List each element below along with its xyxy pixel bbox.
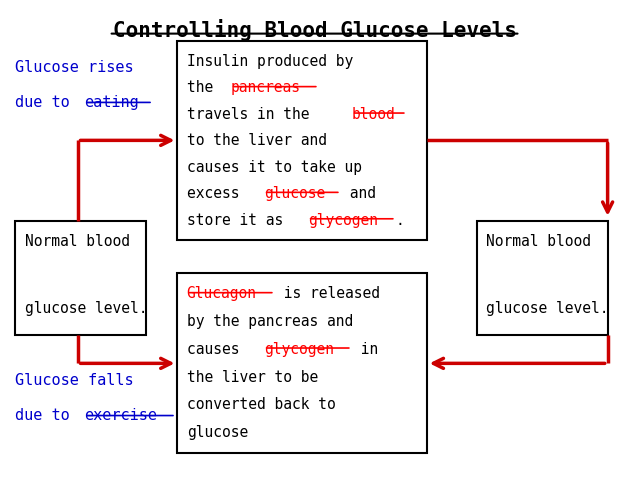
- Text: .: .: [396, 213, 404, 228]
- Text: exercise: exercise: [84, 408, 157, 423]
- Text: causes: causes: [187, 342, 248, 357]
- Text: glucose level.: glucose level.: [486, 301, 609, 316]
- Text: pancreas: pancreas: [231, 81, 301, 96]
- Text: Insulin produced by: Insulin produced by: [187, 54, 353, 69]
- Text: Glucagon: Glucagon: [187, 287, 257, 301]
- Text: excess: excess: [187, 186, 248, 201]
- Text: Normal blood: Normal blood: [24, 234, 130, 249]
- Text: blood: blood: [352, 107, 396, 122]
- Text: travels in the: travels in the: [187, 107, 318, 122]
- Text: glucose: glucose: [187, 425, 248, 440]
- Text: by the pancreas and: by the pancreas and: [187, 314, 353, 329]
- Text: Glucose rises: Glucose rises: [15, 60, 134, 75]
- Text: the: the: [187, 81, 221, 96]
- Text: and: and: [340, 186, 376, 201]
- FancyBboxPatch shape: [477, 221, 607, 335]
- Text: Normal blood: Normal blood: [486, 234, 591, 249]
- FancyBboxPatch shape: [177, 273, 427, 454]
- Text: Glucose falls: Glucose falls: [15, 373, 134, 388]
- Text: store it as: store it as: [187, 213, 283, 228]
- Text: glucose level.: glucose level.: [24, 301, 147, 316]
- Text: due to: due to: [15, 96, 70, 110]
- Text: is released: is released: [275, 287, 380, 301]
- Text: glycogen: glycogen: [264, 342, 333, 357]
- FancyBboxPatch shape: [15, 221, 146, 335]
- Text: converted back to: converted back to: [187, 397, 335, 412]
- Text: the liver to be: the liver to be: [187, 370, 318, 384]
- FancyBboxPatch shape: [177, 41, 427, 240]
- Text: Controlling Blood Glucose Levels: Controlling Blood Glucose Levels: [113, 19, 516, 41]
- Text: to the liver and: to the liver and: [187, 133, 327, 148]
- Text: causes it to take up: causes it to take up: [187, 160, 362, 175]
- Text: in: in: [352, 342, 378, 357]
- Text: glycogen: glycogen: [308, 213, 378, 228]
- Text: due to: due to: [15, 408, 70, 423]
- Text: glucose: glucose: [264, 186, 325, 201]
- Text: eating: eating: [84, 96, 139, 110]
